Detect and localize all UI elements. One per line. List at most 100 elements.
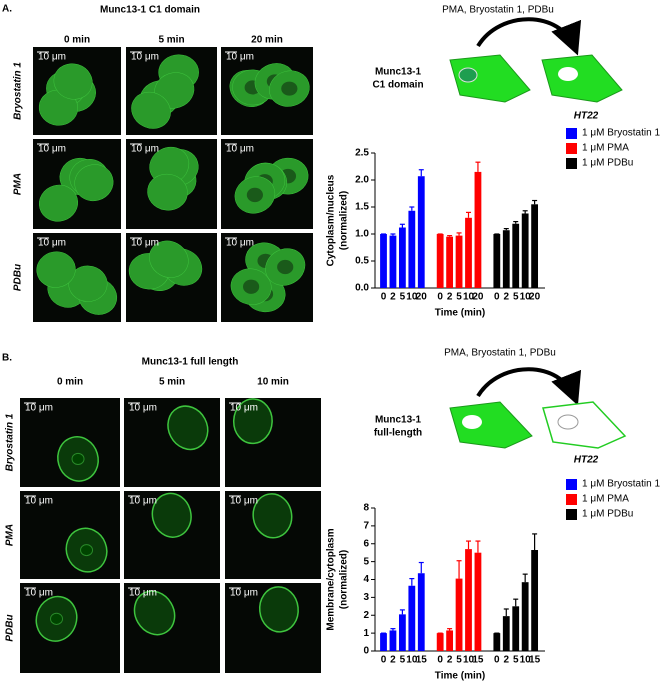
x-tick-label: 10	[406, 292, 418, 303]
panel-label: B.	[2, 353, 12, 364]
construct-label: C1 domain	[372, 80, 423, 91]
legend-swatch	[566, 143, 577, 154]
cell	[74, 164, 114, 202]
bar	[465, 217, 472, 288]
x-axis-label: Time (min)	[435, 671, 485, 681]
y-tick-label: 7	[363, 521, 369, 532]
bar	[521, 582, 529, 651]
row-label: Bryostatin 1	[5, 413, 16, 471]
bar	[521, 213, 529, 288]
micrograph: 10 μm	[33, 139, 121, 229]
bar	[380, 633, 387, 651]
x-tick-label: 10	[520, 655, 532, 666]
legend-label: 1 μM PDBu	[582, 509, 633, 520]
cell	[232, 398, 273, 445]
legend-swatch	[566, 494, 577, 505]
cell-line-label: HT22	[574, 455, 599, 466]
legend-label: 1 μM Bryostatin 1	[582, 479, 660, 490]
bar	[493, 633, 501, 651]
micrograph: 10 μm	[33, 47, 121, 135]
column-header: 0 min	[64, 35, 90, 46]
scale-bar-label: 10 μm	[25, 403, 53, 414]
bar	[493, 234, 501, 288]
bar	[398, 227, 406, 288]
nucleus	[281, 81, 298, 96]
column-header: 5 min	[158, 35, 184, 46]
y-tick-label: 2.0	[355, 175, 369, 186]
construct-label: full-length	[374, 428, 422, 439]
y-tick-label: 3	[363, 592, 369, 603]
scale-bar-label: 10 μm	[38, 238, 66, 249]
x-tick-label: 5	[400, 292, 406, 303]
row-label: PDBu	[13, 264, 24, 291]
micrograph: 10 μm	[126, 233, 217, 322]
x-tick-label: 10	[463, 292, 475, 303]
y-tick-label: 2.5	[355, 148, 369, 159]
bar	[502, 230, 510, 288]
construct-label: Munc13-1	[375, 415, 422, 426]
y-axis-label: Cytoplasm/nucleus	[326, 174, 337, 266]
bar	[436, 633, 444, 651]
y-tick-label: 6	[363, 538, 369, 549]
x-tick-label: 20	[529, 292, 541, 303]
y-tick-label: 2	[363, 610, 369, 621]
x-tick-label: 2	[447, 655, 453, 666]
bar	[446, 630, 454, 651]
bar	[502, 616, 510, 651]
x-tick-label: 5	[456, 655, 462, 666]
schematic-b	[449, 367, 627, 449]
y-tick-label: 4	[363, 574, 369, 585]
bar	[380, 234, 387, 288]
micrograph: 10 μm	[126, 47, 217, 135]
treatment-label: PMA, Bryostatin 1, PDBu	[442, 5, 554, 16]
x-tick-label: 5	[400, 655, 406, 666]
x-tick-label: 10	[520, 292, 532, 303]
cell	[167, 405, 209, 451]
y-tick-label: 1.5	[355, 202, 369, 213]
scale-bar-label: 10 μm	[226, 52, 254, 63]
schematic-a	[449, 17, 623, 103]
bar	[408, 210, 416, 288]
y-tick-label: 1	[363, 628, 369, 639]
x-tick-label: 2	[503, 292, 509, 303]
cell	[36, 251, 76, 288]
x-tick-label: 0	[437, 292, 443, 303]
bar	[389, 630, 397, 651]
x-tick-label: 15	[416, 655, 428, 666]
bar	[455, 578, 463, 651]
y-tick-label: 0.0	[355, 283, 369, 294]
bar	[417, 573, 425, 651]
micrograph: 10 μm	[126, 139, 217, 229]
scale-bar-label: 10 μm	[131, 238, 159, 249]
bar	[436, 234, 444, 288]
y-axis-label: Membrane/cytoplasm	[326, 528, 337, 630]
x-tick-label: 15	[472, 655, 484, 666]
column-header: 0 min	[57, 377, 83, 388]
bar	[465, 549, 472, 651]
micrograph: 10 μm	[225, 491, 321, 579]
x-tick-label: 5	[513, 655, 519, 666]
treatment-label: PMA, Bryostatin 1, PDBu	[444, 348, 556, 359]
scale-bar-label: 10 μm	[38, 144, 66, 155]
cell	[133, 590, 176, 636]
nucleus	[50, 612, 64, 625]
bar	[531, 204, 539, 288]
scale-bar-label: 10 μm	[230, 588, 258, 599]
scale-bar-label: 10 μm	[226, 144, 254, 155]
panel-title: Munc13-1 C1 domain	[100, 5, 200, 16]
x-tick-label: 10	[406, 655, 418, 666]
micrograph: 10 μm	[124, 491, 220, 579]
bar	[455, 235, 463, 288]
micrograph: 10 μm	[124, 398, 220, 487]
y-tick-label: 0.5	[355, 256, 369, 267]
panel-label: A.	[2, 4, 12, 15]
micrograph: 10 μm	[124, 583, 220, 673]
x-tick-label: 0	[437, 655, 443, 666]
y-tick-label: 0	[363, 646, 369, 657]
x-tick-label: 5	[456, 292, 462, 303]
bar	[446, 236, 454, 288]
x-tick-label: 10	[463, 655, 475, 666]
legend-swatch	[566, 128, 577, 139]
nucleus	[246, 187, 263, 203]
